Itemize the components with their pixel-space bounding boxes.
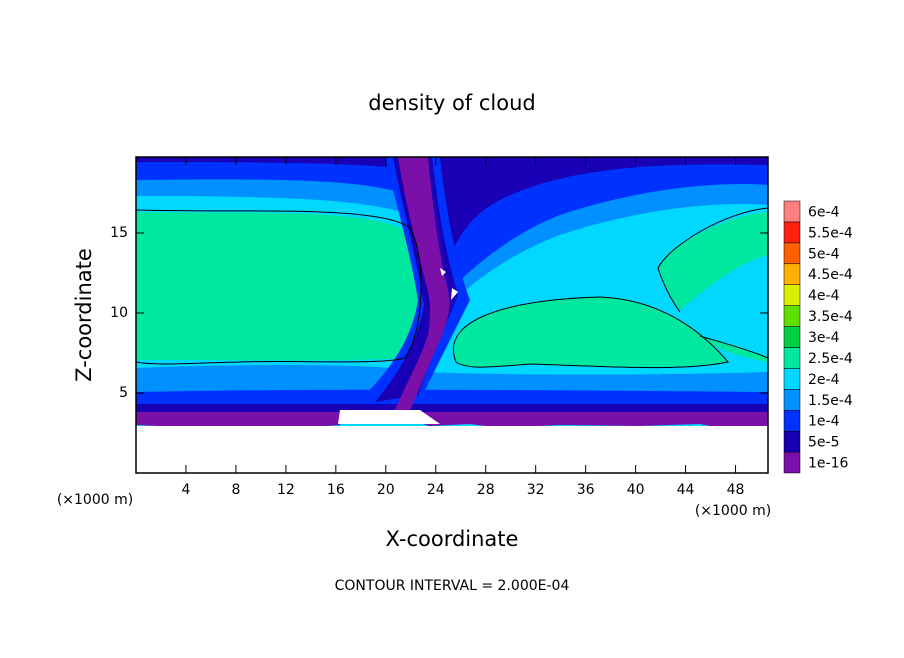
- contour-line: [453, 296, 729, 369]
- colorbar-swatch: [783, 326, 801, 348]
- x-tick-label: 4: [181, 482, 190, 498]
- contour-region: [360, 157, 470, 400]
- contour-line: [699, 335, 768, 359]
- chart-title: density of cloud: [368, 91, 535, 115]
- x-tick-label: 44: [677, 482, 695, 498]
- x-tick-label: 28: [477, 482, 495, 498]
- contour-region: [700, 336, 768, 362]
- colorbar-label: 2.5e-4: [808, 351, 853, 367]
- x-tick-label: 20: [377, 482, 395, 498]
- colorbar-swatch: [783, 284, 801, 306]
- colorbar-label: 4.5e-4: [808, 267, 853, 283]
- x-tick-label: 16: [327, 482, 345, 498]
- y-tick-label: 5: [119, 385, 128, 401]
- no-data: [338, 410, 440, 424]
- x-tick-label: 32: [527, 482, 545, 498]
- colorbar-swatch: [783, 242, 801, 265]
- contour-region: [136, 212, 422, 361]
- colorbar-label: 3.5e-4: [808, 309, 853, 325]
- colorbar-swatch: [783, 409, 801, 432]
- contour-line: [136, 209, 422, 365]
- colorbar-label: 5e-4: [808, 246, 840, 262]
- field: [136, 157, 768, 473]
- colorbar-swatch: [783, 347, 801, 369]
- x-unit-label: (×1000 m): [57, 492, 133, 508]
- colorbar-swatch: [783, 451, 801, 474]
- colorbar-label: 6e-4: [808, 204, 840, 220]
- no-data: [136, 426, 768, 473]
- colorbar-swatch: [783, 368, 801, 390]
- x-unit-label: (×1000 m): [695, 503, 771, 519]
- contour-region: [658, 212, 768, 310]
- contour-region: [136, 157, 768, 270]
- colorbar-swatch: [783, 305, 801, 327]
- x-tick-label: 24: [427, 482, 445, 498]
- plot-frame: [135, 156, 769, 474]
- colorbar-label: 5.5e-4: [808, 225, 853, 241]
- colorbar-swatch: [783, 221, 801, 244]
- x-axis-label: X-coordinate: [386, 527, 519, 551]
- y-axis-label: Z-coordinate: [72, 248, 96, 382]
- colorbar-label: 1e-16: [808, 456, 848, 472]
- no-data: [440, 268, 458, 300]
- colorbar-label: 5e-5: [808, 435, 839, 451]
- x-tick-label: 40: [627, 482, 645, 498]
- footer: CONTOUR INTERVAL = 2.000E-04: [335, 578, 570, 594]
- x-tick-label: 8: [231, 482, 240, 498]
- colorbar-swatch: [783, 430, 801, 453]
- x-tick-label: 12: [277, 482, 295, 498]
- colorbar-label: 1.5e-4: [808, 393, 853, 409]
- contour-line: [657, 207, 768, 313]
- colorbar-swatch: [783, 389, 801, 411]
- colorbar-label: 3e-4: [808, 330, 840, 346]
- contour-region: [453, 297, 728, 368]
- y-tick-label: 15: [110, 225, 128, 241]
- colorbar-swatch: [783, 200, 801, 223]
- colorbar-swatch: [783, 263, 801, 285]
- colorbar-label: 1e-4: [808, 414, 840, 430]
- colorbar-label: 4e-4: [808, 288, 840, 304]
- x-tick-label: 36: [577, 482, 595, 498]
- colorbar-label: 2e-4: [808, 372, 840, 388]
- y-tick-label: 10: [110, 305, 128, 321]
- x-tick-label: 48: [727, 482, 745, 498]
- contour-region: [395, 157, 450, 410]
